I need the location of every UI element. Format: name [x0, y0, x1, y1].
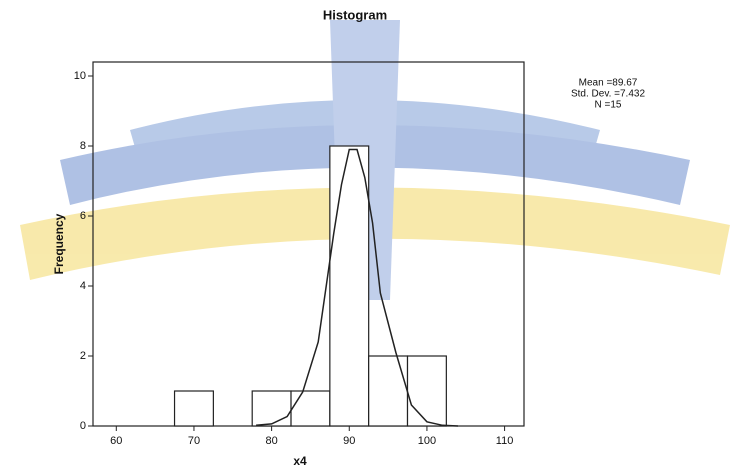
y-axis-label: Frequency [52, 213, 66, 274]
histogram-bar [175, 391, 214, 426]
x-tick-label: 90 [343, 435, 355, 447]
chart: Histogram x4 Frequency 0 2 4 6 8 10 60 70 80 90 10… [0, 0, 734, 473]
histogram-bar [252, 391, 291, 426]
x-tick-label: 80 [265, 435, 277, 447]
histogram-bar [408, 356, 447, 426]
y-tick-label: 6 [80, 210, 86, 222]
y-tick-label: 4 [80, 280, 86, 292]
stat-label: Std. Dev. =7.432 [571, 89, 645, 100]
stat-label: Mean =89.67 [579, 78, 638, 89]
x-tick-label: 100 [418, 435, 436, 447]
y-tick-label: 10 [74, 70, 86, 82]
chart-title: Histogram [323, 7, 387, 22]
x-axis-label: x4 [293, 454, 307, 468]
histogram-bar [291, 391, 330, 426]
histogram-bar [369, 356, 408, 426]
stat-label: N =15 [595, 100, 622, 111]
y-tick-label: 8 [80, 140, 86, 152]
x-tick-label: 60 [110, 435, 122, 447]
y-tick-label: 2 [80, 350, 86, 362]
histogram-bar [330, 146, 369, 426]
y-tick-label: 0 [80, 420, 86, 432]
x-tick-label: 70 [188, 435, 200, 447]
page: {"chart_data": { "type": "histogram", "t… [0, 0, 734, 473]
x-tick-label: 110 [496, 435, 514, 447]
